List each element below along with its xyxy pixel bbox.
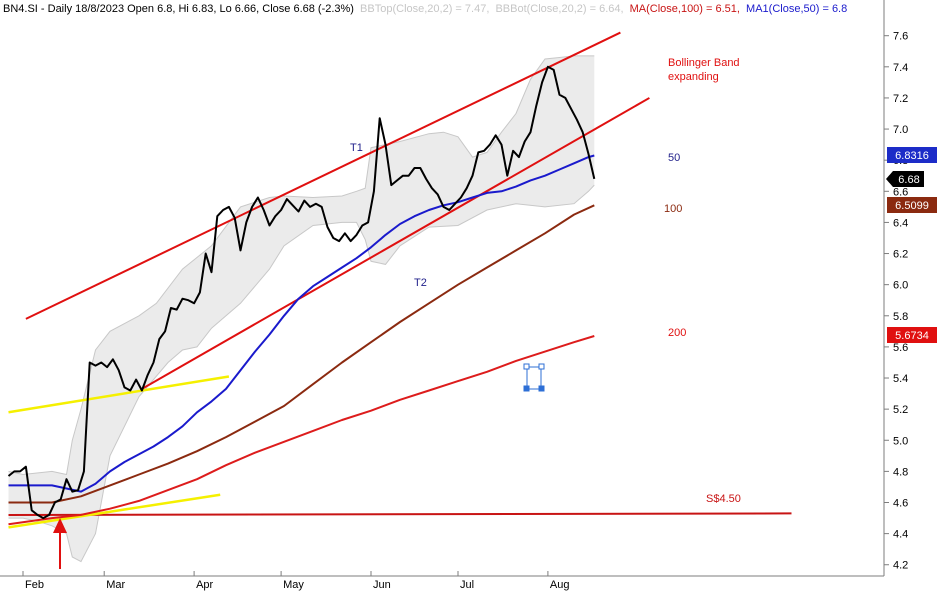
y-tick-label: 4.2 [893, 560, 908, 572]
badge-ma200-value: 5.6734 [895, 330, 929, 342]
trendline-t1 [25, 31, 621, 320]
x-tick-label: Jun [373, 579, 391, 591]
y-tick-label: 7.2 [893, 93, 908, 105]
y-tick-label: 6.0 [893, 280, 908, 292]
y-tick-label: 7.6 [893, 31, 908, 43]
trendlines [8, 31, 792, 529]
series-line-ma50 [8, 154, 595, 493]
badge-ma200: 5.6734 [887, 327, 937, 343]
x-tick-label: Aug [550, 579, 570, 591]
series-line-close [7, 65, 596, 520]
y-tick-label: 5.6 [893, 342, 908, 354]
y-axis: 4.24.44.64.85.05.25.45.65.86.06.26.46.66… [884, 31, 908, 572]
badge-close-value: 6.68 [898, 174, 919, 186]
annotation-ma100-label: 100 [664, 203, 682, 215]
y-tick-label: 4.6 [893, 498, 908, 510]
series [7, 65, 596, 526]
y-tick-label: 5.4 [893, 373, 908, 385]
y-tick-label: 6.2 [893, 249, 908, 261]
x-tick-label: May [283, 579, 304, 591]
trendline-yellow_upper [8, 375, 230, 414]
header-ma100: MA(Close,100) = 6.51, [630, 3, 740, 15]
trendline-t2 [141, 97, 650, 390]
y-tick-label: 5.0 [893, 435, 908, 447]
y-tick-label: 7.4 [893, 62, 908, 74]
header-bbbot: BBBot(Close,20,2) = 6.64, [495, 3, 623, 15]
badge-ma100-value: 6.5099 [895, 200, 929, 212]
low-arrow [53, 518, 67, 569]
y-tick-label: 7.0 [893, 124, 908, 136]
x-tick-label: Feb [25, 579, 44, 591]
series-line-ma100 [8, 204, 595, 504]
annotation-bollinger-line2: expanding [668, 71, 719, 83]
header-ma50: MA1(Close,50) = 6.8 [746, 3, 847, 15]
y-tick-label: 6.6 [893, 186, 908, 198]
badge-ma50: 6.8316 [887, 147, 937, 163]
x-axis: Feb Mar Apr May Jun Jul Aug [22, 571, 570, 591]
x-tick-label: Apr [196, 579, 213, 591]
y-tick-label: 4.8 [893, 466, 908, 478]
annotation-t1: T1 [350, 142, 363, 154]
selection-handle-icon[interactable] [523, 363, 545, 392]
annotation-ma200-label: 200 [668, 327, 686, 339]
chart-header: BN4.SI - Daily 18/8/2023 Open 6.8, Hi 6.… [3, 3, 847, 15]
y-tick-label: 5.2 [893, 404, 908, 416]
badge-ma50-value: 6.8316 [895, 150, 929, 162]
header-symbol-info: BN4.SI - Daily 18/8/2023 Open 6.8, Hi 6.… [3, 3, 354, 15]
bollinger-band-fill [8, 55, 595, 562]
annotation-t2: T2 [414, 277, 427, 289]
y-tick-label: 4.4 [893, 529, 908, 541]
series-line-bbbot [8, 184, 595, 563]
y-tick-label: 5.8 [893, 311, 908, 323]
x-tick-label: Jul [460, 579, 474, 591]
series-line-ma200 [8, 335, 595, 526]
trendline-support [8, 512, 792, 516]
annotation-bollinger-line1: Bollinger Band [668, 57, 740, 69]
annotation-ma50-label: 50 [668, 152, 680, 164]
badge-close: 6.68 [886, 171, 924, 187]
annotation-support: S$4.50 [706, 493, 741, 505]
trendline-yellow_lower [8, 493, 221, 529]
header-bbtop: BBTop(Close,20,2) = 7.47, [360, 3, 489, 15]
x-tick-label: Mar [106, 579, 125, 591]
y-tick-label: 6.4 [893, 217, 908, 229]
badge-ma100: 6.5099 [887, 197, 937, 213]
